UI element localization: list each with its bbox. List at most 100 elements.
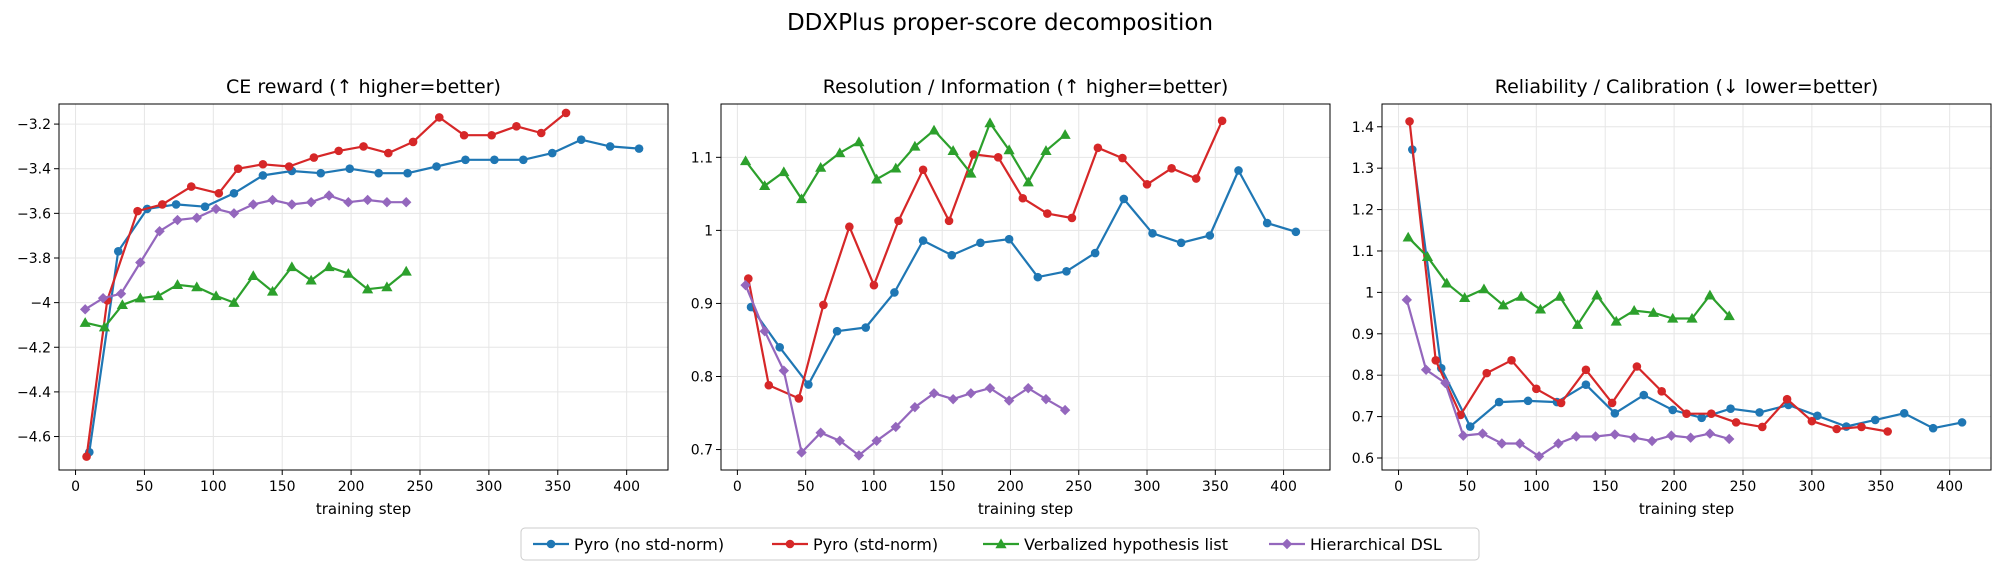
data-point — [1420, 364, 1432, 376]
data-point — [890, 288, 899, 297]
data-point — [909, 401, 921, 413]
data-point — [976, 238, 985, 248]
x-tick-label: 300 — [1799, 479, 1826, 495]
data-point — [1440, 377, 1451, 389]
data-point — [403, 168, 412, 178]
data-point — [1666, 430, 1677, 441]
x-tick-label: 100 — [1523, 479, 1550, 495]
data-point — [1022, 176, 1034, 187]
series-line — [1405, 299, 1730, 458]
y-tick-label: −4.6 — [17, 430, 51, 446]
data-point — [1090, 248, 1100, 258]
data-point — [1755, 408, 1764, 417]
data-point — [490, 155, 499, 165]
data-point — [759, 325, 770, 337]
data-point — [1067, 213, 1077, 223]
x-tick-label: 50 — [136, 479, 154, 495]
data-point — [152, 290, 164, 301]
data-point — [871, 173, 883, 184]
x-tick-label: 0 — [733, 479, 742, 495]
y-tick-label: −4.2 — [17, 340, 51, 356]
data-point — [1657, 387, 1666, 396]
plot-frame — [58, 103, 669, 471]
data-point — [890, 421, 901, 433]
data-point — [1062, 266, 1071, 276]
x-tick-label: 250 — [1730, 479, 1757, 495]
data-point — [316, 168, 326, 178]
data-point — [1441, 277, 1453, 288]
x-axis-label: training step — [316, 500, 411, 518]
y-tick-label: 0.6 — [1352, 451, 1374, 467]
data-point — [1724, 433, 1735, 445]
data-point — [853, 450, 865, 461]
data-point — [1482, 368, 1492, 378]
data-point — [459, 130, 469, 140]
data-point — [918, 236, 928, 245]
data-point — [1142, 180, 1152, 189]
data-point — [1191, 174, 1201, 183]
data-point — [1119, 194, 1129, 204]
data-point — [191, 212, 202, 224]
series-line — [744, 121, 1066, 201]
data-point — [1581, 380, 1591, 390]
legend-entry: Pyro (std-norm) — [772, 535, 938, 554]
data-point — [381, 281, 393, 292]
x-tick-label: 100 — [200, 479, 227, 495]
legend-marker — [995, 538, 1007, 549]
data-point — [947, 393, 959, 405]
plot-frame — [720, 103, 1331, 471]
series-line — [84, 194, 407, 311]
y-tick-label: 1.2 — [1352, 203, 1374, 219]
data-point — [1571, 431, 1582, 442]
series-line — [747, 120, 1224, 400]
series-line — [1408, 121, 1888, 433]
series-verbalized-hypothesis-list — [1402, 231, 1735, 329]
x-tick-label: 150 — [269, 479, 296, 495]
data-point — [1554, 290, 1566, 301]
data-point — [1639, 390, 1649, 400]
data-point — [739, 155, 752, 166]
legend-entry: Hierarchical DSL — [1269, 535, 1442, 554]
y-tick-label: −3.4 — [17, 162, 51, 178]
data-point — [1507, 355, 1516, 365]
data-point — [1003, 395, 1015, 406]
data-point — [248, 199, 259, 210]
y-tick-label: −4.4 — [17, 385, 51, 401]
legend-label: Hierarchical DSL — [1310, 535, 1442, 554]
data-point — [861, 323, 871, 332]
data-point — [1533, 451, 1545, 462]
data-point — [1118, 153, 1127, 163]
data-point — [1458, 430, 1469, 441]
series-line — [1407, 236, 1731, 326]
y-tick-label: 1 — [1365, 285, 1374, 301]
data-point — [1497, 299, 1509, 310]
legend-label: Pyro (std-norm) — [813, 535, 938, 554]
data-point — [834, 435, 845, 446]
data-point — [804, 380, 813, 389]
data-point — [266, 285, 279, 296]
data-point — [1059, 129, 1071, 139]
data-point — [1004, 234, 1014, 244]
panel-2: 0 50 100 150 200 250 300 350 400 0.7 0.8 0.9 1 1.1 Res… — [691, 76, 1331, 518]
data-point — [1532, 384, 1541, 394]
data-point — [1465, 422, 1475, 431]
data-point — [134, 292, 146, 303]
legend-marker — [785, 539, 795, 549]
panel-title: Reliability / Calibration (↓ lower=bette… — [1495, 76, 1879, 98]
y-tick-label: 0.9 — [691, 296, 713, 312]
data-point — [1523, 396, 1533, 406]
series-pyro-std-norm — [82, 108, 571, 461]
figure-title: DDXPlus proper-score decomposition — [787, 10, 1213, 36]
y-tick-label: 0.9 — [1352, 327, 1374, 343]
data-point — [928, 388, 940, 399]
data-point — [1401, 294, 1413, 306]
x-tick-label: 0 — [1394, 479, 1403, 495]
data-point — [909, 140, 921, 151]
data-point — [764, 380, 774, 390]
data-point — [871, 435, 882, 446]
data-point — [1553, 438, 1564, 449]
data-point — [965, 167, 977, 178]
data-point — [1478, 283, 1490, 294]
y-tick-label: −3.6 — [17, 206, 51, 222]
x-tick-label: 350 — [1202, 479, 1229, 495]
